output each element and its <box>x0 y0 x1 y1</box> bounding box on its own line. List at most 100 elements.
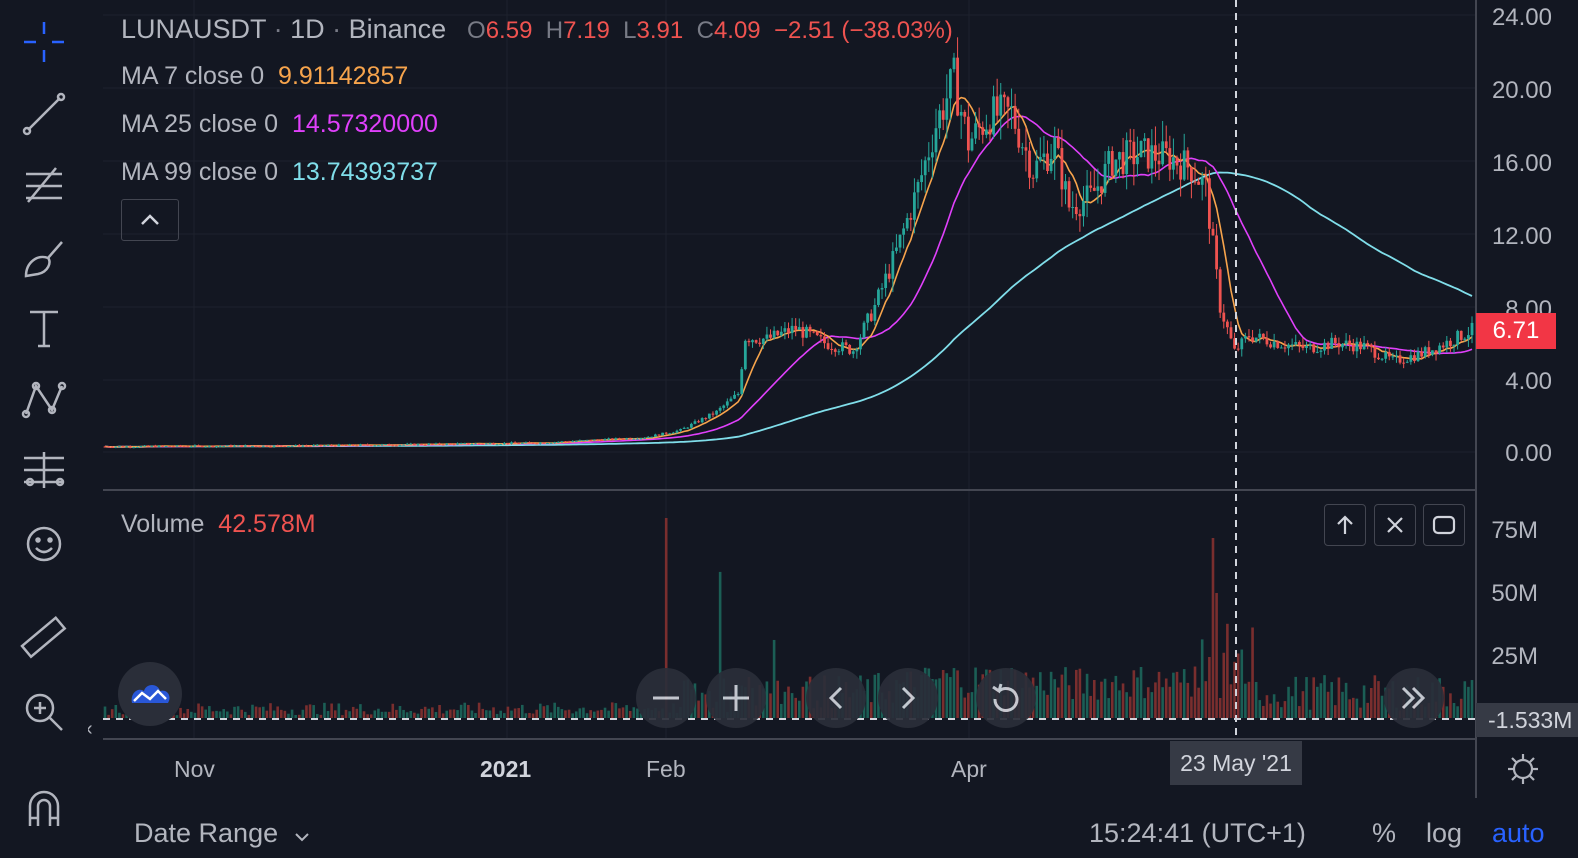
candle-body <box>1193 181 1197 183</box>
volume-bar <box>1348 699 1351 718</box>
candle-body <box>369 445 373 447</box>
trend-line-icon[interactable] <box>16 86 72 142</box>
candle-body <box>171 446 175 448</box>
candle-body <box>1071 206 1075 208</box>
close-pane-button[interactable] <box>1374 504 1416 546</box>
candle-body <box>499 444 503 446</box>
candle-body <box>765 334 769 339</box>
candle-body <box>1308 344 1312 346</box>
scroll-right-button[interactable] <box>878 668 938 728</box>
volume-bar <box>1456 706 1459 718</box>
date-range-button[interactable]: Date Range <box>134 818 310 849</box>
volume-bar <box>1049 671 1053 718</box>
candle-body <box>409 443 413 445</box>
candle-body <box>204 446 208 448</box>
ma25-legend[interactable]: MA 25 close 0 14.57320000 <box>121 110 438 138</box>
candle-body <box>377 445 380 447</box>
volume-bar <box>510 710 513 718</box>
volume-bar <box>614 703 618 718</box>
brush-icon[interactable] <box>16 230 72 286</box>
volume-bar <box>956 670 959 718</box>
candle-body <box>1243 336 1247 339</box>
volume-bar <box>513 708 517 718</box>
zoom-out-button[interactable] <box>636 668 696 728</box>
volume-bar <box>1132 670 1136 718</box>
ma7-legend[interactable]: MA 7 close 0 9.91142857 <box>121 62 409 90</box>
candle-body <box>812 331 816 333</box>
volume-legend[interactable]: Volume 42.578M <box>121 510 316 538</box>
text-icon[interactable] <box>16 300 72 356</box>
candle-body <box>477 443 481 445</box>
candle-body <box>920 175 924 183</box>
volume-bar <box>485 710 488 718</box>
volume-bar <box>1110 682 1114 718</box>
volume-bar <box>190 711 193 718</box>
candle-body <box>884 273 888 289</box>
symbol-legend[interactable]: LUNAUSDT · 1D · Binance O6.59 H7.19 L3.9… <box>121 14 953 44</box>
crosshair-icon[interactable] <box>16 14 72 70</box>
candle-body <box>582 440 585 442</box>
auto-toggle[interactable]: auto <box>1492 818 1545 848</box>
candle-body <box>1409 355 1413 362</box>
candle-body <box>1067 181 1071 208</box>
volume-bar <box>373 710 377 718</box>
volume-bar <box>211 711 215 718</box>
candle-body <box>153 445 157 448</box>
volume-bar <box>103 706 107 718</box>
candle-body <box>1031 177 1035 179</box>
volume-bar <box>380 711 384 718</box>
magnet-icon[interactable] <box>16 780 72 836</box>
prediction-icon[interactable] <box>16 442 72 498</box>
candle-body <box>405 443 409 445</box>
candle-body <box>1398 355 1402 363</box>
candle-body <box>445 443 449 445</box>
emoji-icon[interactable] <box>16 514 72 570</box>
volume-bar <box>305 705 308 718</box>
candle-body <box>589 439 593 441</box>
candle-body <box>1301 345 1305 348</box>
price-tick: 0.00 <box>1505 440 1552 467</box>
zoom-in-button[interactable] <box>706 668 766 728</box>
candle-body <box>1449 340 1452 347</box>
maximize-pane-button[interactable] <box>1423 504 1465 546</box>
volume-bar <box>452 709 456 718</box>
candle-body <box>1136 157 1139 165</box>
volume-bar <box>1146 687 1150 718</box>
ruler-icon[interactable] <box>16 610 72 666</box>
candle-body <box>1377 357 1380 360</box>
fib-icon[interactable] <box>16 158 72 214</box>
scroll-left-button[interactable] <box>806 668 866 728</box>
tradingview-logo-button[interactable] <box>118 662 182 726</box>
collapse-legend-button[interactable] <box>121 199 179 241</box>
zoom-in-icon[interactable] <box>16 682 72 738</box>
candle-body <box>1287 344 1290 349</box>
candle-body <box>1013 106 1017 129</box>
candle-body <box>146 445 150 447</box>
clock-display[interactable]: 15:24:41 (UTC+1) <box>1089 818 1306 848</box>
candle-body <box>1042 153 1046 158</box>
scroll-to-realtime-button[interactable] <box>1384 668 1444 728</box>
volume-bar <box>1341 691 1344 718</box>
volume-bar <box>1071 699 1074 718</box>
log-toggle[interactable]: log <box>1426 818 1463 848</box>
ma99-legend[interactable]: MA 99 close 0 13.74393737 <box>121 158 438 186</box>
candle-body <box>1200 177 1204 185</box>
volume-bar <box>585 713 589 718</box>
candle-body <box>531 442 535 444</box>
volume-bar <box>560 709 564 718</box>
volume-bar <box>1319 683 1323 718</box>
candle-body <box>510 442 513 444</box>
candle-body <box>348 444 352 446</box>
percent-toggle[interactable]: % <box>1372 818 1397 848</box>
candle-body <box>934 128 938 153</box>
reset-chart-button[interactable] <box>976 668 1036 728</box>
move-pane-up-button[interactable] <box>1324 504 1366 546</box>
candle-body <box>441 444 445 446</box>
settings-icon[interactable] <box>1506 752 1540 791</box>
candle-body <box>1161 141 1165 165</box>
volume-bar <box>333 710 337 718</box>
volume-tick: 50M <box>1491 580 1538 607</box>
pattern-icon[interactable] <box>16 372 72 428</box>
volume-bar <box>664 518 668 718</box>
